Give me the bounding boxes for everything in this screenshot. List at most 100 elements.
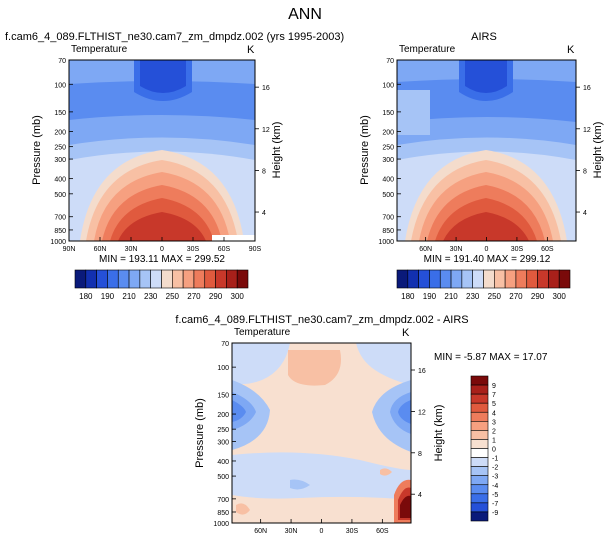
colorbar-swatch: [470, 475, 489, 486]
colorbar-label: 0: [492, 447, 496, 454]
latitude-tick-label: 30S: [187, 246, 200, 253]
panel-airs-field: [397, 60, 576, 241]
colorbar-label: 5: [492, 401, 496, 408]
colorbar-swatch: [472, 269, 484, 289]
colorbar-swatch: [226, 269, 238, 289]
latitude-tick-label: 90N: [63, 246, 76, 253]
pressure-tick-label: 150: [54, 110, 66, 117]
panel-model-title: f.cam6_4_089.FLTHIST_ne30.cam7_zm_dmpdz.…: [5, 31, 344, 43]
pressure-tick-label: 150: [217, 393, 229, 400]
pressure-tick-label: 200: [54, 129, 66, 136]
latitude-tick-label: 90S: [249, 246, 262, 253]
colorbar-swatch: [470, 402, 489, 413]
colorbar-swatch: [470, 511, 489, 522]
colorbar-label: 230: [144, 292, 158, 301]
pressure-tick-label: 70: [386, 58, 394, 65]
colorbar-label: 180: [401, 292, 415, 301]
colorbar-swatch: [470, 430, 489, 440]
panel-model-ylabel-right: Height (km): [271, 122, 283, 179]
panel-airs-variable: Temperature: [399, 44, 456, 55]
latitude-tick-label: 30N: [450, 246, 463, 253]
panel-diff: f.cam6_4_089.FLTHIST_ne30.cam7_zm_dmpdz.…: [175, 314, 547, 535]
colorbar-label: 210: [122, 292, 136, 301]
colorbar-swatch: [470, 448, 489, 458]
colorbar-swatch: [85, 269, 97, 289]
panel-diff-field: [232, 343, 411, 523]
colorbar-swatch: [461, 269, 473, 289]
colorbar-swatch: [450, 269, 463, 289]
panel-model-ylabel: Pressure (mb): [31, 115, 43, 185]
colorbar-swatch: [407, 269, 419, 289]
colorbar-swatch: [470, 466, 489, 476]
pressure-tick-label: 250: [54, 145, 66, 152]
colorbar-label: 190: [423, 292, 437, 301]
pressure-tick-label: 400: [217, 459, 229, 466]
pressure-tick-label: 250: [382, 145, 394, 152]
pressure-tick-label: 300: [382, 157, 394, 164]
latitude-tick-label: 30N: [125, 246, 138, 253]
colorbar-swatch: [215, 269, 227, 289]
pressure-tick-label: 700: [382, 215, 394, 222]
colorbar-label: -4: [492, 483, 498, 490]
latitude-tick-label: 60N: [419, 246, 432, 253]
colorbar-swatch: [470, 411, 489, 422]
height-tick-label: 8: [418, 451, 422, 458]
colorbar-label: 190: [101, 292, 115, 301]
colorbar-swatch: [96, 269, 108, 289]
colorbar-swatch: [418, 269, 430, 289]
panel-diff-units: K: [402, 327, 410, 339]
colorbar-swatch: [504, 269, 517, 289]
colorbar-swatch: [483, 269, 495, 289]
pressure-tick-label: 200: [217, 412, 229, 419]
latitude-tick-label: 60S: [541, 246, 554, 253]
pressure-tick-label: 500: [54, 192, 66, 199]
colorbar-swatch: [537, 269, 549, 289]
colorbar-label: 210: [444, 292, 458, 301]
colorbar-label: 250: [488, 292, 502, 301]
height-tick-label: 12: [262, 127, 270, 134]
pressure-tick-label: 850: [54, 228, 66, 235]
pressure-tick-label: 400: [54, 177, 66, 184]
latitude-tick-label: 30S: [511, 246, 524, 253]
colorbar-label: 250: [166, 292, 180, 301]
height-tick-label: 12: [418, 409, 426, 416]
panel-airs-units: K: [567, 44, 575, 56]
colorbar-swatch: [439, 269, 452, 289]
colorbar-swatch: [193, 269, 206, 289]
colorbar-label: 230: [466, 292, 480, 301]
panel-diff-ylabel: Pressure (mb): [194, 398, 206, 468]
colorbar-swatch: [548, 269, 560, 289]
colorbar-label: 3: [492, 419, 496, 426]
colorbar-swatch: [526, 269, 538, 289]
height-tick-label: 4: [583, 210, 587, 217]
colorbar-swatch: [182, 269, 195, 289]
colorbar-label: 4: [492, 410, 496, 417]
colorbar-label: -7: [492, 501, 498, 508]
height-tick-label: 16: [583, 85, 591, 92]
colorbar-label: -2: [492, 465, 498, 472]
colorbar-swatch: [236, 269, 249, 289]
panel-diff-variable: Temperature: [234, 327, 291, 338]
colorbar-swatch: [470, 502, 489, 513]
pressure-tick-label: 200: [382, 129, 394, 136]
pressure-tick-label: 1000: [213, 521, 229, 528]
colorbar-swatch: [172, 269, 184, 289]
colorbar-label: 300: [231, 292, 245, 301]
colorbar-swatch: [470, 375, 489, 386]
pressure-tick-label: 70: [221, 341, 229, 348]
colorbar-swatch: [139, 269, 151, 289]
panel-airs-title: AIRS: [471, 31, 497, 43]
colorbar-swatch: [429, 269, 441, 289]
pressure-tick-label: 500: [217, 474, 229, 481]
colorbar-label: 1: [492, 437, 496, 444]
pressure-tick-label: 850: [382, 228, 394, 235]
colorbar-label: -1: [492, 456, 498, 463]
colorbar-label: 180: [79, 292, 93, 301]
latitude-tick-label: 0: [485, 246, 489, 253]
latitude-tick-label: 60S: [218, 246, 231, 253]
colorbar-swatch: [396, 269, 409, 289]
panel-model-variable: Temperature: [71, 44, 128, 55]
panel-diff-ylabel-right: Height (km): [433, 405, 445, 462]
pressure-tick-label: 400: [382, 177, 394, 184]
